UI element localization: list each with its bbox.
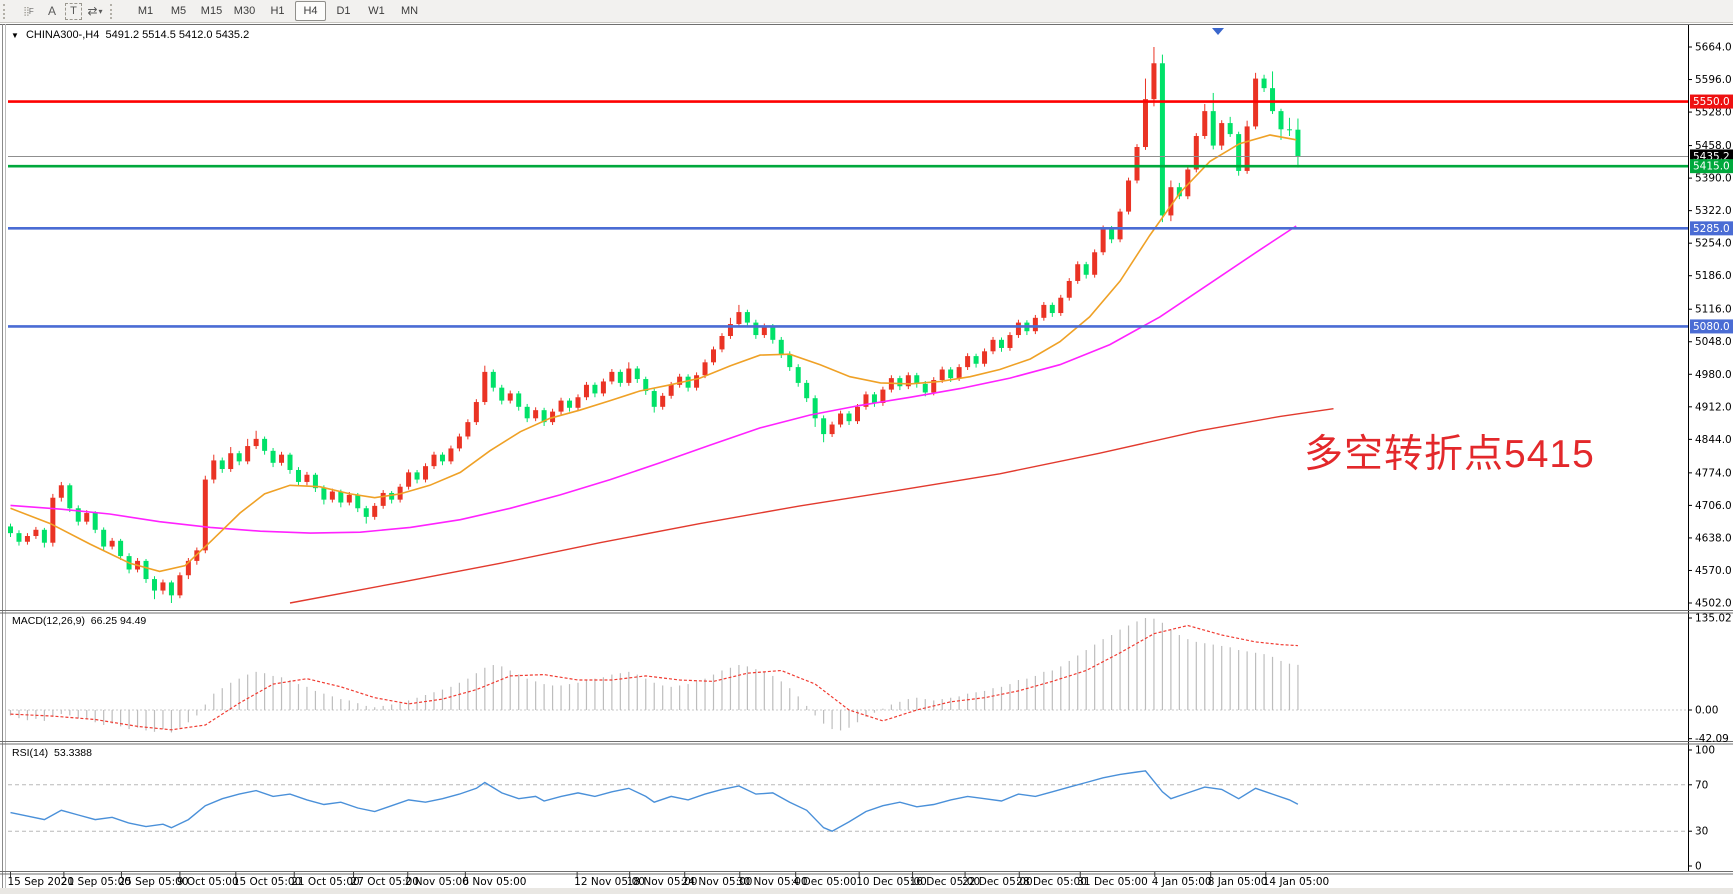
svg-text:4502.0: 4502.0 bbox=[1695, 598, 1732, 610]
main-toolbar: ⣿ F A T ⇄ ▾ M1 M5 M15 M30 H1 H4 D1 W1 MN bbox=[0, 0, 1733, 23]
svg-text:24 Nov 05:00: 24 Nov 05:00 bbox=[682, 876, 753, 888]
window-chrome bbox=[0, 24, 1733, 888]
grid-template-button[interactable]: ⣿ F bbox=[23, 5, 34, 16]
svg-text:10 Dec 05:00: 10 Dec 05:00 bbox=[856, 876, 927, 888]
macd-indicator-label: MACD(12,26,9) 66.25 94.49 bbox=[12, 615, 146, 627]
svg-text:6 Nov 05:00: 6 Nov 05:00 bbox=[462, 876, 526, 888]
svg-text:5322.0: 5322.0 bbox=[1695, 205, 1732, 217]
grid-template-label: F bbox=[28, 6, 34, 16]
timeframe-button-w1[interactable]: W1 bbox=[368, 5, 385, 17]
svg-text:4570.0: 4570.0 bbox=[1695, 565, 1732, 577]
svg-text:30: 30 bbox=[1695, 826, 1708, 838]
timeframe-button-mn[interactable]: MN bbox=[400, 5, 419, 17]
timeframe-button-m30[interactable]: M30 bbox=[233, 5, 256, 17]
svg-text:5664.0: 5664.0 bbox=[1695, 42, 1732, 54]
svg-text:9 Oct 05:00: 9 Oct 05:00 bbox=[177, 876, 239, 888]
svg-text:5116.0: 5116.0 bbox=[1695, 304, 1732, 316]
chart-expander-icon[interactable]: ▼ bbox=[11, 31, 19, 40]
svg-text:5254.0: 5254.0 bbox=[1695, 238, 1732, 250]
svg-text:27 Oct 05:00: 27 Oct 05:00 bbox=[351, 876, 419, 888]
price-badge: 5285.0 bbox=[1690, 221, 1733, 236]
rsi-indicator-label: RSI(14) 53.3388 bbox=[12, 747, 92, 759]
svg-text:31 Dec 05:00: 31 Dec 05:00 bbox=[1077, 876, 1148, 888]
svg-text:4 Dec 05:00: 4 Dec 05:00 bbox=[793, 876, 857, 888]
svg-text:5415.0: 5415.0 bbox=[1693, 161, 1730, 173]
scroll-end-marker-icon bbox=[1212, 28, 1224, 35]
svg-text:4706.0: 4706.0 bbox=[1695, 500, 1732, 512]
svg-text:-42.09: -42.09 bbox=[1695, 733, 1729, 745]
chevron-down-icon: ▾ bbox=[98, 6, 103, 16]
svg-text:8 Jan 05:00: 8 Jan 05:00 bbox=[1208, 876, 1268, 888]
text-box-button[interactable]: T bbox=[65, 2, 82, 20]
svg-text:4980.0: 4980.0 bbox=[1695, 369, 1732, 381]
svg-text:21 Oct 05:00: 21 Oct 05:00 bbox=[291, 876, 359, 888]
svg-text:5186.0: 5186.0 bbox=[1695, 270, 1732, 282]
svg-text:25 Sep 05:00: 25 Sep 05:00 bbox=[118, 876, 188, 888]
svg-text:12 Nov 05:00: 12 Nov 05:00 bbox=[574, 876, 645, 888]
svg-text:0: 0 bbox=[1695, 861, 1702, 873]
svg-text:4 Jan 05:00: 4 Jan 05:00 bbox=[1152, 876, 1212, 888]
svg-text:21 Sep 05:00: 21 Sep 05:00 bbox=[61, 876, 131, 888]
rsi-pane: 100 70 30 0 bbox=[8, 745, 1715, 873]
svg-text:18 Nov 05:00: 18 Nov 05:00 bbox=[627, 876, 698, 888]
svg-text:5390.0: 5390.0 bbox=[1695, 173, 1732, 185]
macd-pane: 135.02 0.00 -42.09 bbox=[8, 613, 1732, 745]
svg-text:28 Dec 05:00: 28 Dec 05:00 bbox=[1016, 876, 1087, 888]
macd-values: 66.25 94.49 bbox=[90, 615, 147, 627]
timeframes-drag-handle[interactable] bbox=[110, 3, 119, 19]
svg-text:5458.0: 5458.0 bbox=[1695, 140, 1732, 152]
hlines-layer bbox=[8, 100, 1688, 328]
window-bottom-edge bbox=[0, 888, 1733, 894]
candles-layer bbox=[8, 47, 1301, 603]
timeframe-button-m15[interactable]: M15 bbox=[200, 5, 223, 17]
svg-text:22 Dec 05:00: 22 Dec 05:00 bbox=[962, 876, 1033, 888]
svg-text:5596.0: 5596.0 bbox=[1695, 74, 1732, 86]
toolbar-drag-handle[interactable] bbox=[3, 3, 12, 19]
timeframe-button-m5[interactable]: M5 bbox=[170, 5, 187, 17]
annotation-text: 多空转折点5415 bbox=[1304, 433, 1595, 476]
svg-text:16 Dec 05:00: 16 Dec 05:00 bbox=[910, 876, 981, 888]
svg-text:14 Jan 05:00: 14 Jan 05:00 bbox=[1263, 876, 1329, 888]
svg-text:5528.0: 5528.0 bbox=[1695, 107, 1732, 119]
timeframe-button-h4[interactable]: H4 bbox=[295, 1, 326, 21]
svg-text:0.00: 0.00 bbox=[1695, 705, 1718, 717]
svg-text:5550.0: 5550.0 bbox=[1693, 96, 1730, 108]
svg-text:100: 100 bbox=[1695, 745, 1715, 757]
svg-text:4774.0: 4774.0 bbox=[1695, 467, 1732, 479]
svg-text:15 Sep 2020: 15 Sep 2020 bbox=[8, 876, 75, 888]
price-badge: 5080.0 bbox=[1690, 319, 1733, 334]
timeframe-button-d1[interactable]: D1 bbox=[336, 5, 351, 17]
price-axis: 5664.0 5596.0 5528.0 5458.0 5390.0 5322.0 5254… bbox=[1688, 42, 1733, 610]
chart-title-bar: ▼ CHINA300-,H4 5491.2 5514.5 5412.0 5435… bbox=[11, 29, 249, 41]
timeframe-button-h1[interactable]: H1 bbox=[270, 5, 285, 17]
rsi-name: RSI(14) bbox=[12, 747, 49, 759]
text-annotation-button[interactable]: A bbox=[47, 4, 56, 18]
svg-text:4638.0: 4638.0 bbox=[1695, 532, 1732, 544]
timeframe-button-m1[interactable]: M1 bbox=[137, 5, 154, 17]
svg-text:4912.0: 4912.0 bbox=[1695, 401, 1732, 413]
rsi-value: 53.3388 bbox=[54, 747, 92, 759]
svg-text:15 Oct 05:00: 15 Oct 05:00 bbox=[233, 876, 301, 888]
price-badge: 5550.0 bbox=[1690, 94, 1733, 109]
svg-text:70: 70 bbox=[1695, 779, 1708, 791]
svg-text:5285.0: 5285.0 bbox=[1693, 223, 1730, 235]
svg-text:5048.0: 5048.0 bbox=[1695, 336, 1732, 348]
ma-lines-layer bbox=[10, 134, 1334, 604]
macd-name: MACD(12,26,9) bbox=[12, 615, 85, 627]
svg-text:5080.0: 5080.0 bbox=[1693, 321, 1730, 333]
svg-text:135.02: 135.02 bbox=[1695, 613, 1732, 625]
svg-text:30 Nov 05:00: 30 Nov 05:00 bbox=[737, 876, 808, 888]
svg-text:2 Nov 05:00: 2 Nov 05:00 bbox=[405, 876, 469, 888]
timeframe-group: M1 M5 M15 M30 H1 H4 D1 W1 MN bbox=[129, 1, 426, 21]
object-arrows-icon: ⇄ bbox=[87, 4, 98, 18]
price-badge: 5415.0 bbox=[1690, 159, 1733, 174]
svg-text:4844.0: 4844.0 bbox=[1695, 434, 1732, 446]
object-arrows-button[interactable]: ⇄ ▾ bbox=[84, 2, 106, 21]
symbol-ohlc-values: 5491.2 5514.5 5412.0 5435.2 bbox=[105, 29, 250, 41]
symbol-name: CHINA300-,H4 bbox=[25, 29, 100, 41]
